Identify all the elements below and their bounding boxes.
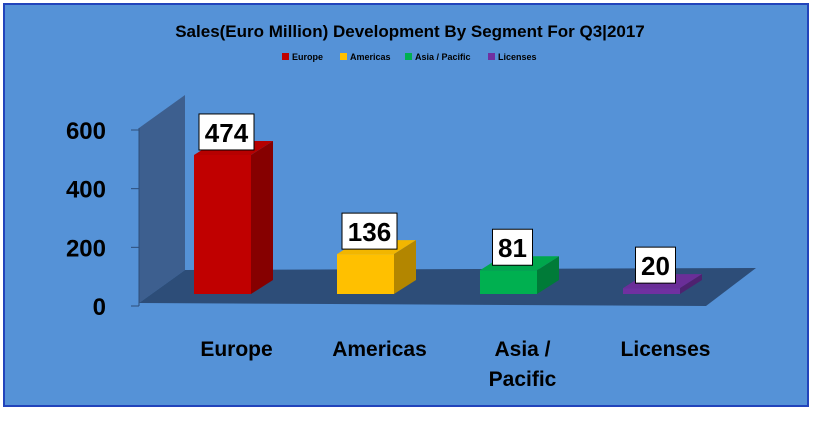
category-label-europe: Europe — [200, 338, 272, 361]
category-label-asia-pacific: Asia / — [494, 338, 550, 361]
category-label-asia-pacific: Pacific — [489, 368, 557, 391]
legend-item-americas: Americas — [340, 52, 391, 62]
data-label-text: 474 — [205, 118, 249, 148]
legend-label: Licenses — [498, 52, 537, 62]
data-labels-group: 474 136 81 20 — [198, 113, 676, 284]
data-label-asia-pacific: 81 — [492, 228, 533, 266]
legend-item-europe: Europe — [282, 52, 323, 62]
bar-front-face — [337, 254, 394, 294]
y-tick-label: 400 — [66, 177, 106, 204]
legend-item-licenses: Licenses — [488, 52, 537, 62]
chart-background — [3, 3, 809, 407]
legend-label: Americas — [350, 52, 391, 62]
data-label-europe: 474 — [198, 113, 255, 151]
category-labels-group: Europe Americas Asia / Pacific Licenses — [200, 338, 710, 391]
data-label-text: 136 — [348, 217, 391, 247]
bar-front-face — [194, 154, 251, 294]
data-label-text: 81 — [498, 233, 527, 263]
data-label-box — [341, 212, 398, 250]
legend-label: Asia / Pacific — [415, 52, 471, 62]
data-label-box — [635, 246, 676, 284]
bar-side-face — [680, 274, 702, 294]
legend-label: Europe — [292, 52, 323, 62]
y-tick-label: 600 — [66, 118, 106, 145]
legend-swatch — [282, 53, 289, 60]
y-axis-ticks: 0 200 400 600 — [66, 118, 139, 321]
bar-front-face — [480, 270, 537, 294]
bar-europe — [194, 140, 273, 294]
legend-swatch — [340, 53, 347, 60]
y-tick-label: 0 — [93, 294, 106, 321]
category-label-licenses: Licenses — [621, 338, 711, 361]
data-label-americas: 136 — [341, 212, 398, 250]
legend-swatch — [405, 53, 412, 60]
category-label-americas: Americas — [332, 338, 427, 361]
chart-legend: Europe Americas Asia / Pacific Licenses — [282, 52, 537, 62]
legend-swatch — [488, 53, 495, 60]
data-label-box — [492, 228, 533, 266]
chart-floor — [139, 268, 756, 306]
bar-side-face — [394, 240, 416, 294]
legend-item-asia-pacific: Asia / Pacific — [405, 52, 471, 62]
bar-side-face — [251, 140, 273, 294]
bar-front-face — [623, 288, 680, 294]
chart-title: Sales(Euro Million) Development By Segme… — [175, 22, 645, 41]
data-label-box — [198, 113, 255, 151]
data-label-text: 20 — [641, 251, 670, 281]
y-tick-label: 200 — [66, 235, 106, 262]
data-label-licenses: 20 — [635, 246, 676, 284]
bar-side-face — [537, 256, 559, 294]
chart-back-wall — [139, 95, 185, 303]
